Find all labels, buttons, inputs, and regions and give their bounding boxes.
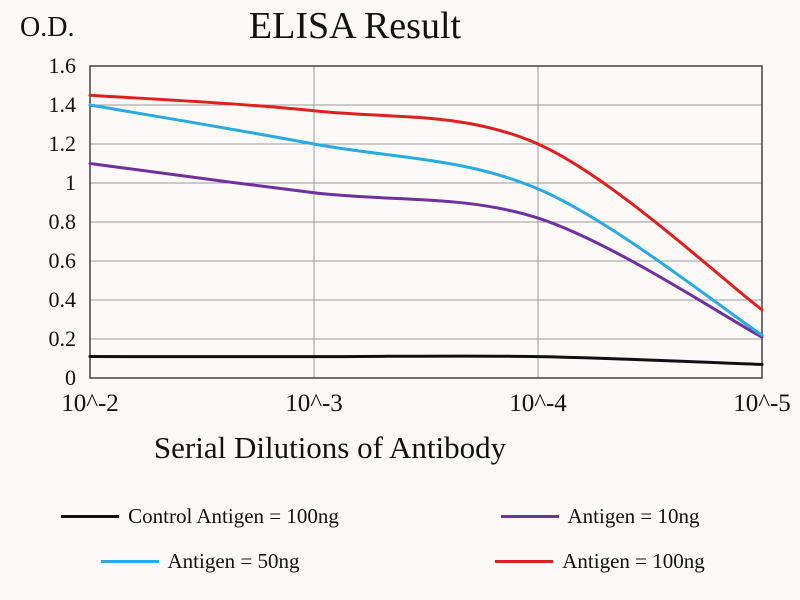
- chart-title: ELISA Result: [248, 5, 462, 47]
- y-tick-label: 0: [65, 365, 76, 390]
- series-line-antigen-10ng: [88, 162, 764, 339]
- legend-item: Control Antigen = 100ng: [0, 504, 400, 529]
- y-tick-label: 1.4: [48, 92, 77, 117]
- plot-area: [88, 65, 764, 379]
- series-line-antigen-50ng: [88, 103, 764, 337]
- x-tick-label: 10^-5: [733, 390, 791, 417]
- legend-item: Antigen = 50ng: [0, 549, 400, 574]
- legend-swatch: [61, 515, 120, 518]
- legend-item: Antigen = 100ng: [400, 549, 800, 574]
- legend-swatch: [100, 560, 159, 563]
- x-tick-label: 10^-4: [509, 390, 567, 417]
- y-tick-label: 0.6: [48, 248, 77, 273]
- legend-label: Control Antigen = 100ng: [128, 504, 339, 528]
- x-axis-title: Serial Dilutions of Antibody: [153, 430, 507, 465]
- y-tick-label: 1.6: [48, 53, 77, 78]
- y-tick-label: 0.8: [48, 209, 77, 234]
- legend-label: Antigen = 50ng: [167, 549, 300, 573]
- legend-swatch: [495, 560, 554, 563]
- legend-label: Antigen = 10ng: [567, 504, 700, 528]
- x-tick-label: 10^-3: [285, 390, 343, 417]
- series-line-antigen-100ng: [88, 93, 764, 312]
- y-axis-title: O.D.: [20, 12, 75, 43]
- series-line-control-antigen-100ng: [88, 354, 764, 366]
- plot-border: [89, 65, 763, 379]
- y-tick-label: 1: [65, 170, 76, 195]
- legend-item: Antigen = 10ng: [400, 504, 800, 529]
- legend-swatch: [500, 515, 559, 518]
- y-tick-labels: 0 0.2 0.4 0.6 0.8 1 1.2 1.4 1.6: [0, 54, 82, 390]
- x-tick-labels: 10^-2 10^-3 10^-4 10^-5: [61, 390, 791, 422]
- legend: Control Antigen = 100ng Antigen = 10ng Ant…: [0, 504, 800, 574]
- legend-label: Antigen = 100ng: [562, 549, 705, 573]
- y-tick-label: 0.2: [48, 326, 77, 351]
- y-tick-label: 1.2: [48, 131, 77, 156]
- y-tick-label: 0.4: [48, 287, 77, 312]
- x-tick-label: 10^-2: [61, 390, 119, 417]
